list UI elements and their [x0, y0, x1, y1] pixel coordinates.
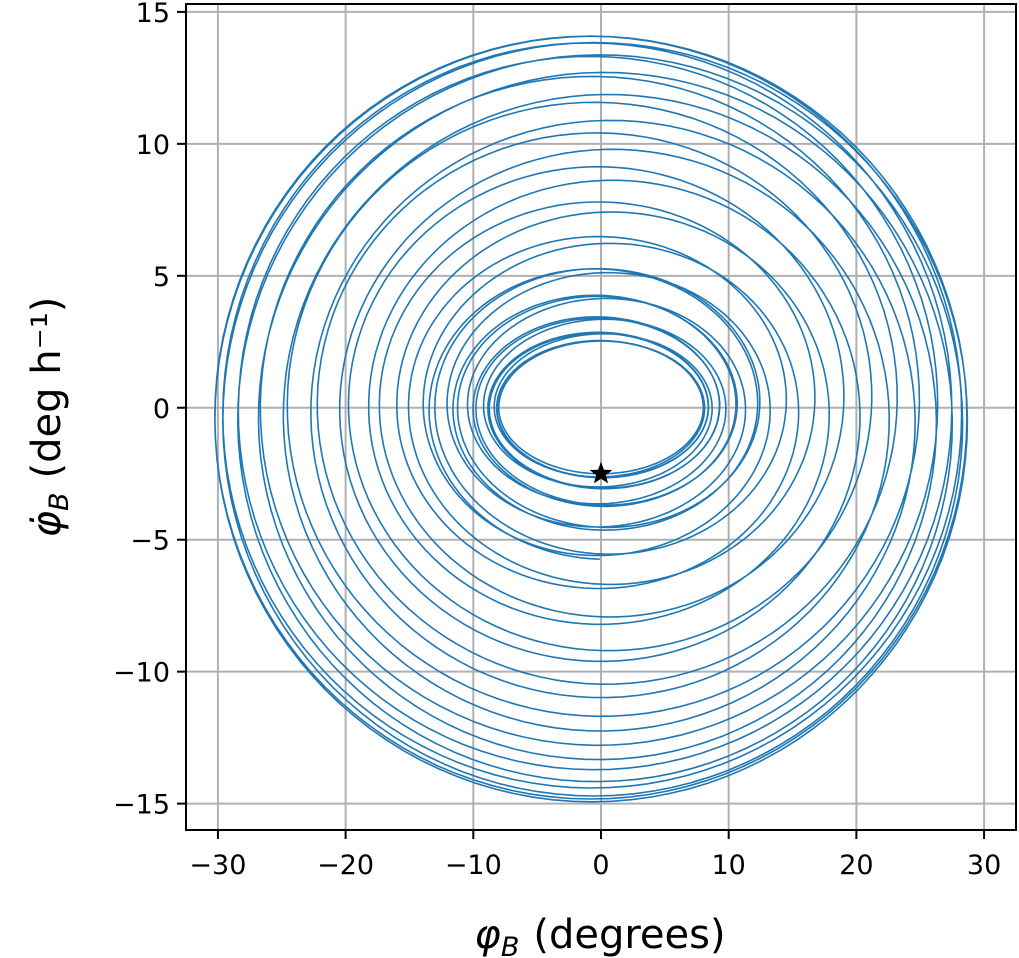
x-tick-label: 30 — [967, 850, 1001, 881]
x-tick-label: −30 — [189, 850, 246, 881]
ticks: −30 −20 −10 0 10 20 30 −15 −10 −5 0 5 10 15 — [113, 0, 1001, 881]
y-tick-label: 15 — [136, 0, 170, 29]
x-axis-label: φB (degrees) — [474, 912, 725, 958]
y-tick-label: 5 — [153, 262, 170, 293]
y-tick-label: 0 — [153, 394, 170, 425]
y-tick-label: −10 — [113, 658, 170, 689]
trajectory-line — [214, 35, 969, 803]
x-tick-label: 10 — [712, 850, 746, 881]
y-tick-label: −5 — [130, 526, 170, 557]
x-tick-label: −20 — [317, 850, 374, 881]
marker-layer — [589, 461, 613, 484]
y-tick-label: −15 — [113, 790, 170, 821]
x-tick-label: −10 — [445, 850, 502, 881]
x-tick-label: 20 — [839, 850, 873, 881]
y-axis-label: φ̇B(deg h⁻¹) — [24, 297, 75, 538]
grid — [186, 4, 1016, 830]
y-tick-label: 10 — [136, 130, 170, 161]
trajectory-layer — [214, 35, 969, 803]
start-star-marker — [589, 461, 613, 484]
x-tick-label: 0 — [592, 850, 609, 881]
